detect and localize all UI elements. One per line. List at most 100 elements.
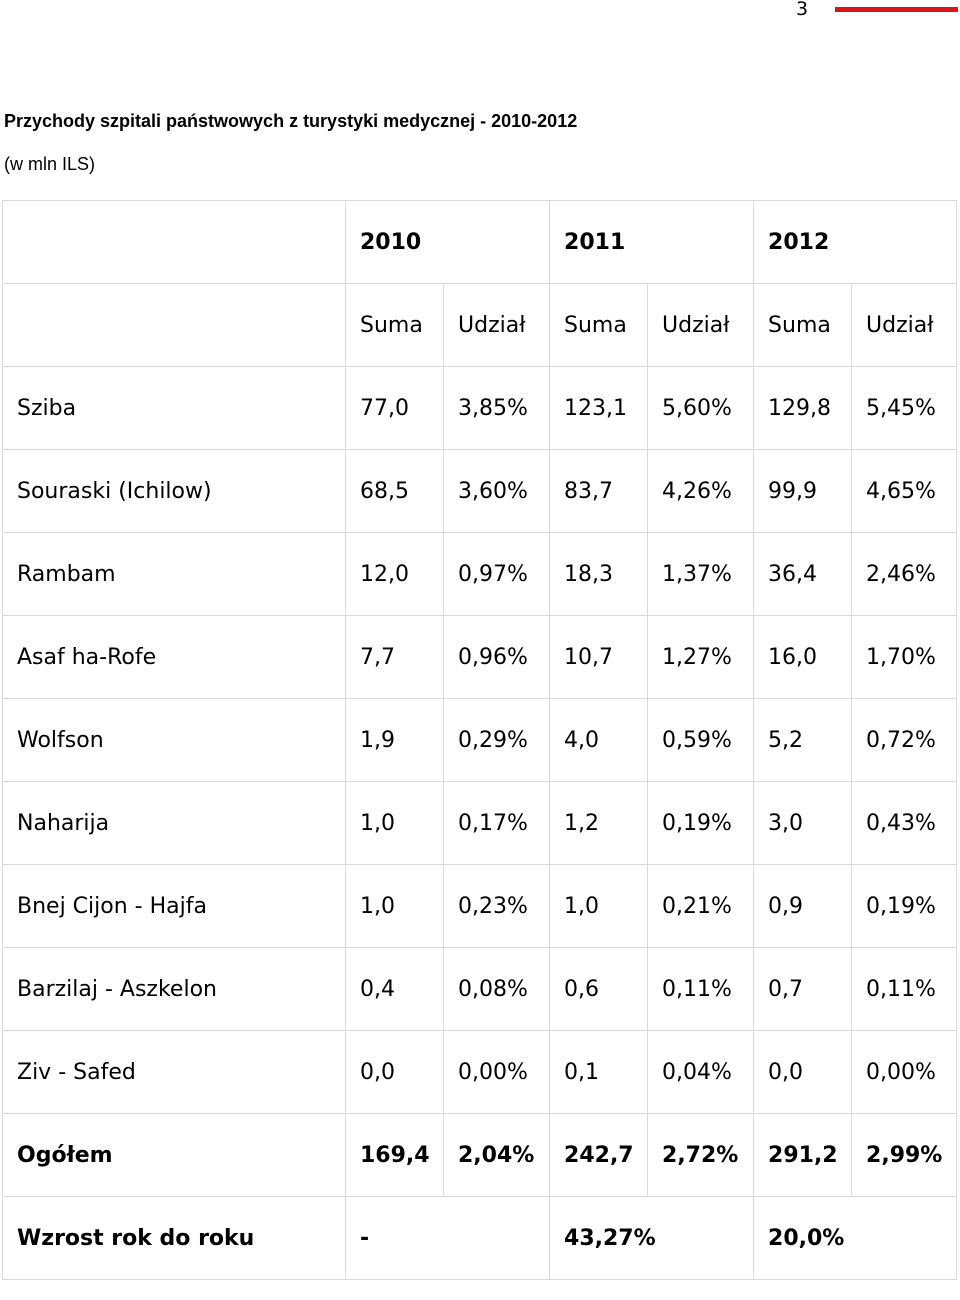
value-cell: 36,4 [753, 532, 853, 616]
value-cell: 0,17% [442, 781, 551, 865]
value-cell: 5,2 [753, 698, 853, 782]
total-value-cell: 2,72% [647, 1113, 755, 1197]
table-row: Souraski (Ichilow) 68,5 3,60% 83,7 4,26% 99,9… [2, 449, 958, 533]
value-cell: 2,46% [851, 532, 958, 616]
value-cell: 0,4 [345, 947, 444, 1031]
value-cell: 0,72% [851, 698, 958, 782]
document-title: Przychody szpitali państwowych z turysty… [4, 111, 578, 131]
sub-header-cell: Suma [549, 283, 649, 367]
value-cell: 1,70% [851, 615, 958, 699]
value-cell: 3,0 [753, 781, 853, 865]
value-cell: 1,2 [549, 781, 649, 865]
table-row: Rambam 12,0 0,97% 18,3 1,37% 36,4 2,46% [2, 532, 958, 616]
value-cell: 5,60% [647, 366, 755, 450]
value-cell: 0,11% [647, 947, 755, 1031]
value-cell: 129,8 [753, 366, 853, 450]
value-cell: 68,5 [345, 449, 444, 533]
value-cell: 83,7 [549, 449, 649, 533]
table-row: Barzilaj - Aszkelon 0,4 0,08% 0,6 0,11% 0,7 0,… [2, 947, 958, 1031]
year-header-2011: 2011 [549, 200, 755, 284]
value-cell: 0,04% [647, 1030, 755, 1114]
value-cell: 0,97% [442, 532, 551, 616]
table-row: Wolfson 1,9 0,29% 4,0 0,59% 5,2 0,72% [2, 698, 958, 782]
value-cell: 1,0 [345, 781, 444, 865]
growth-value-cell: 43,27% [549, 1196, 755, 1280]
table-row: Sziba 77,0 3,85% 123,1 5,60% 129,8 5,45% [2, 366, 958, 450]
value-cell: 123,1 [549, 366, 649, 450]
value-cell: 1,27% [647, 615, 755, 699]
total-value-cell: 291,2 [753, 1113, 853, 1197]
sub-header-cell: Suma [345, 283, 444, 367]
total-value-cell: 242,7 [549, 1113, 649, 1197]
value-cell: 0,1 [549, 1030, 649, 1114]
sub-header-cell: Udział [647, 283, 755, 367]
sub-header-cell: Udział [442, 283, 551, 367]
table-row: Naharija 1,0 0,17% 1,2 0,19% 3,0 0,43% [2, 781, 958, 865]
value-cell: 99,9 [753, 449, 853, 533]
growth-label-cell: Wzrost rok do roku [2, 1196, 346, 1280]
value-cell: 0,19% [851, 864, 958, 948]
value-cell: 0,19% [647, 781, 755, 865]
page-number: 3 [796, 0, 809, 20]
value-cell: 7,7 [345, 615, 444, 699]
value-cell: 5,45% [851, 366, 958, 450]
growth-row: Wzrost rok do roku -43,27% 20,0% [2, 1196, 958, 1280]
value-cell: 0,21% [647, 864, 755, 948]
value-cell: 18,3 [549, 532, 649, 616]
total-value-cell: 2,99% [851, 1113, 958, 1197]
hospital-name-cell: Naharija [2, 781, 346, 865]
hospital-name-cell: Rambam [2, 532, 346, 616]
value-cell: 0,7 [753, 947, 853, 1031]
value-cell: 0,96% [442, 615, 551, 699]
value-cell: 3,85% [442, 366, 551, 450]
value-cell: 4,65% [851, 449, 958, 533]
value-cell: 0,59% [647, 698, 755, 782]
table-row: Ziv - Safed 0,0 0,00% 0,1 0,04% 0,0 0,00% [2, 1030, 958, 1114]
value-cell: 0,23% [442, 864, 551, 948]
unit-note: (w mln ILS) [4, 154, 96, 174]
value-cell: 0,9 [753, 864, 853, 948]
value-cell: 0,08% [442, 947, 551, 1031]
value-cell: 1,9 [345, 698, 444, 782]
total-value-cell: 2,04% [442, 1113, 551, 1197]
value-cell: 1,0 [549, 864, 649, 948]
year-header-2012: 2012 [753, 200, 958, 284]
value-cell: 0,00% [851, 1030, 958, 1114]
table-row: Asaf ha-Rofe 7,7 0,96% 10,7 1,27% 16,0 1,70% [2, 615, 958, 699]
hospital-name-cell: Barzilaj - Aszkelon [2, 947, 346, 1031]
growth-value-cell: 20,0% [753, 1196, 958, 1280]
header-accent-bar [835, 7, 958, 12]
value-cell: 0,0 [753, 1030, 853, 1114]
total-row: Ogółem 169,4 2,04% 242,7 2,72% 291,2 2,99% [2, 1113, 958, 1197]
sub-header-row: Suma Udział Suma Udział Suma Udział [2, 283, 958, 367]
value-cell: 4,0 [549, 698, 649, 782]
hospital-name-cell: Asaf ha-Rofe [2, 615, 346, 699]
hospital-name-cell: Souraski (Ichilow) [2, 449, 346, 533]
sub-header-cell: Udział [851, 283, 958, 367]
value-cell: 1,37% [647, 532, 755, 616]
hospital-name-cell: Sziba [2, 366, 346, 450]
value-cell: 16,0 [753, 615, 853, 699]
value-cell: 10,7 [549, 615, 649, 699]
table-row: Bnej Cijon - Hajfa 1,0 0,23% 1,0 0,21% 0,9 0,1… [2, 864, 958, 948]
value-cell: 0,11% [851, 947, 958, 1031]
value-cell: 0,6 [549, 947, 649, 1031]
hospital-name-cell: Wolfson [2, 698, 346, 782]
value-cell: 0,29% [442, 698, 551, 782]
value-cell: 0,00% [442, 1030, 551, 1114]
total-label-cell: Ogółem [2, 1113, 346, 1197]
value-cell: 77,0 [345, 366, 444, 450]
value-cell: 0,43% [851, 781, 958, 865]
growth-value-cell: - [344, 1196, 551, 1280]
revenue-table: 2010 2011 2012 Suma Udział Suma Udział S… [2, 200, 958, 1280]
sub-header-cell: Suma [753, 283, 853, 367]
value-cell: 0,0 [345, 1030, 444, 1114]
value-cell: 3,60% [442, 449, 551, 533]
sub-header-empty-cell [2, 283, 346, 367]
year-header-row: 2010 2011 2012 [2, 200, 958, 284]
value-cell: 1,0 [345, 864, 444, 948]
corner-cell [2, 200, 346, 284]
year-header-2010: 2010 [344, 200, 551, 284]
hospital-name-cell: Ziv - Safed [2, 1030, 346, 1114]
value-cell: 4,26% [647, 449, 755, 533]
